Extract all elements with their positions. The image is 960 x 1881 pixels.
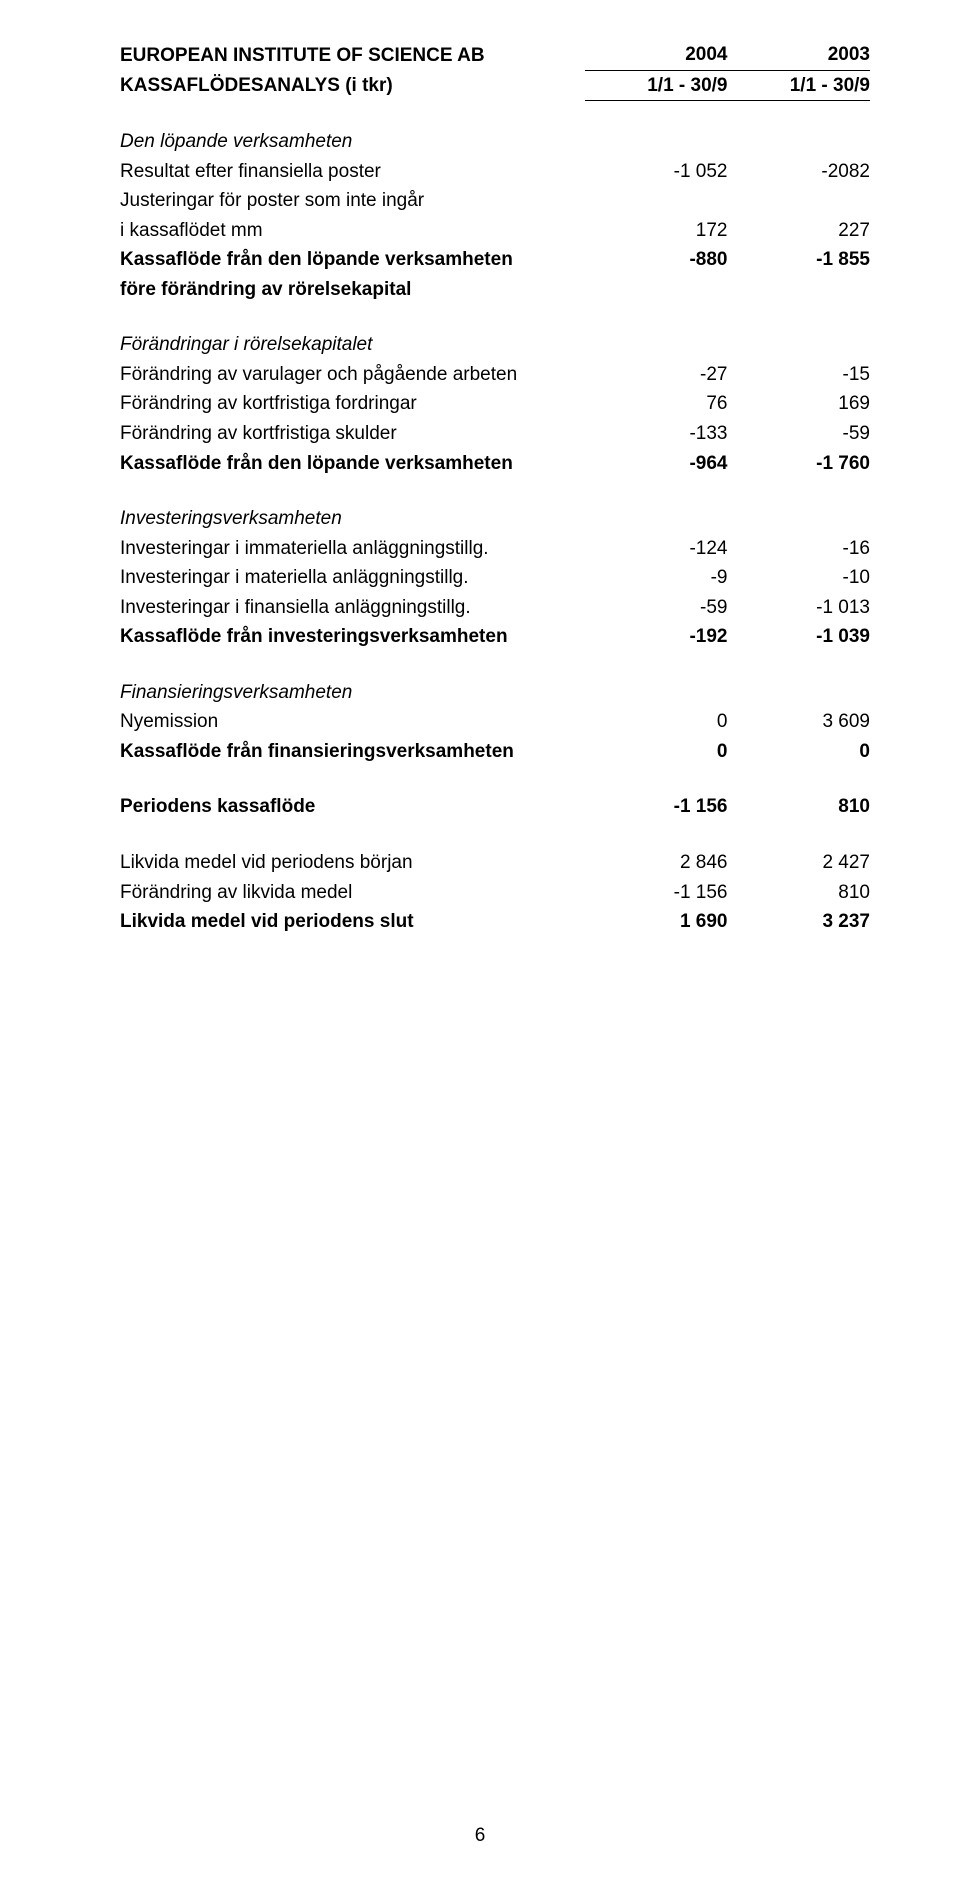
liquid-r2-label: Förändring av likvida medel	[120, 878, 585, 908]
wc-title: Förändringar i rörelsekapitalet	[120, 330, 585, 360]
operating-r1-v1: -1 052	[585, 157, 728, 187]
operating-r3-v2: 227	[728, 216, 871, 246]
page: EUROPEAN INSTITUTE OF SCIENCE AB 2004 20…	[0, 0, 960, 1881]
wc-r4-v2: -1 760	[728, 449, 871, 479]
liquid-r2-v2: 810	[728, 878, 871, 908]
operating-r1-label: Resultat efter finansiella poster	[120, 157, 585, 187]
wc-r2-v2: 169	[728, 389, 871, 419]
invest-r1-label: Investeringar i immateriella anläggnings…	[120, 534, 585, 564]
company-name: EUROPEAN INSTITUTE OF SCIENCE AB	[120, 40, 585, 70]
invest-r1-v2: -16	[728, 534, 871, 564]
wc-row-2: Förändring av kortfristiga fordringar 76…	[120, 389, 870, 419]
operating-r4-label: Kassaflöde från den löpande verksamheten	[120, 245, 585, 275]
operating-r4-v1: -880	[585, 245, 728, 275]
liquid-r2-v1: -1 156	[585, 878, 728, 908]
wc-r4-label: Kassaflöde från den löpande verksamheten	[120, 449, 585, 479]
wc-r3-v1: -133	[585, 419, 728, 449]
wc-r1-label: Förändring av varulager och pågående arb…	[120, 360, 585, 390]
header-year-1: 2004	[585, 40, 728, 70]
section-operating-title: Den löpande verksamheten	[120, 127, 870, 157]
finance-r2-v1: 0	[585, 737, 728, 767]
header-year-2: 2003	[728, 40, 871, 70]
operating-row-5: före förändring av rörelsekapital	[120, 275, 870, 305]
operating-r4-v2: -1 855	[728, 245, 871, 275]
liquid-r3-label: Likvida medel vid periodens slut	[120, 907, 585, 937]
finance-r1-v2: 3 609	[728, 707, 871, 737]
finance-r2-v2: 0	[728, 737, 871, 767]
operating-row-3: i kassaflödet mm 172 227	[120, 216, 870, 246]
operating-row-2: Justeringar för poster som inte ingår	[120, 186, 870, 216]
invest-r4-v1: -192	[585, 622, 728, 652]
invest-r4-v2: -1 039	[728, 622, 871, 652]
invest-r1-v1: -124	[585, 534, 728, 564]
invest-r3-v1: -59	[585, 593, 728, 623]
wc-r3-v2: -59	[728, 419, 871, 449]
finance-r1-label: Nyemission	[120, 707, 585, 737]
header-row-2: KASSAFLÖDESANALYS (i tkr) 1/1 - 30/9 1/1…	[120, 70, 870, 101]
finance-title: Finansieringsverksamheten	[120, 678, 585, 708]
liquid-r3-v1: 1 690	[585, 907, 728, 937]
invest-r2-v1: -9	[585, 563, 728, 593]
operating-row-1: Resultat efter finansiella poster -1 052…	[120, 157, 870, 187]
wc-r2-v1: 76	[585, 389, 728, 419]
operating-r3-label: i kassaflödet mm	[120, 216, 585, 246]
wc-row-4: Kassaflöde från den löpande verksamheten…	[120, 449, 870, 479]
invest-row-2: Investeringar i materiella anläggningsti…	[120, 563, 870, 593]
invest-r3-label: Investeringar i finansiella anläggningst…	[120, 593, 585, 623]
finance-row-2: Kassaflöde från finansieringsverksamhete…	[120, 737, 870, 767]
header-period-1: 1/1 - 30/9	[585, 70, 728, 101]
invest-r2-label: Investeringar i materiella anläggningsti…	[120, 563, 585, 593]
section-invest-title: Investeringsverksamheten	[120, 504, 870, 534]
invest-r3-v2: -1 013	[728, 593, 871, 623]
operating-r2-label: Justeringar för poster som inte ingår	[120, 186, 585, 216]
wc-r2-label: Förändring av kortfristiga fordringar	[120, 389, 585, 419]
finance-row-1: Nyemission 0 3 609	[120, 707, 870, 737]
wc-r3-label: Förändring av kortfristiga skulder	[120, 419, 585, 449]
liquid-r3-v2: 3 237	[728, 907, 871, 937]
wc-r1-v1: -27	[585, 360, 728, 390]
liquid-r1-v2: 2 427	[728, 848, 871, 878]
cashflow-table: EUROPEAN INSTITUTE OF SCIENCE AB 2004 20…	[120, 40, 870, 937]
period-r1-v2: 810	[728, 792, 871, 822]
liquid-r1-v1: 2 846	[585, 848, 728, 878]
invest-row-3: Investeringar i finansiella anläggningst…	[120, 593, 870, 623]
operating-row-4: Kassaflöde från den löpande verksamheten…	[120, 245, 870, 275]
liquid-row-1: Likvida medel vid periodens början 2 846…	[120, 848, 870, 878]
operating-r1-v2: -2082	[728, 157, 871, 187]
period-r1-label: Periodens kassaflöde	[120, 792, 585, 822]
invest-r2-v2: -10	[728, 563, 871, 593]
report-subtitle: KASSAFLÖDESANALYS (i tkr)	[120, 70, 585, 101]
operating-r5-label: före förändring av rörelsekapital	[120, 275, 585, 305]
wc-r4-v1: -964	[585, 449, 728, 479]
period-row-1: Periodens kassaflöde -1 156 810	[120, 792, 870, 822]
header-row-1: EUROPEAN INSTITUTE OF SCIENCE AB 2004 20…	[120, 40, 870, 70]
finance-r2-label: Kassaflöde från finansieringsverksamhete…	[120, 737, 585, 767]
period-r1-v1: -1 156	[585, 792, 728, 822]
wc-r1-v2: -15	[728, 360, 871, 390]
liquid-row-3: Likvida medel vid periodens slut 1 690 3…	[120, 907, 870, 937]
wc-row-3: Förändring av kortfristiga skulder -133 …	[120, 419, 870, 449]
finance-r1-v1: 0	[585, 707, 728, 737]
invest-row-1: Investeringar i immateriella anläggnings…	[120, 534, 870, 564]
header-period-2: 1/1 - 30/9	[728, 70, 871, 101]
operating-r3-v1: 172	[585, 216, 728, 246]
invest-row-4: Kassaflöde från investeringsverksamheten…	[120, 622, 870, 652]
section-wc-title: Förändringar i rörelsekapitalet	[120, 330, 870, 360]
liquid-r1-label: Likvida medel vid periodens början	[120, 848, 585, 878]
wc-row-1: Förändring av varulager och pågående arb…	[120, 360, 870, 390]
page-number: 6	[0, 1825, 960, 1847]
liquid-row-2: Förändring av likvida medel -1 156 810	[120, 878, 870, 908]
invest-r4-label: Kassaflöde från investeringsverksamheten	[120, 622, 585, 652]
invest-title: Investeringsverksamheten	[120, 504, 585, 534]
section-finance-title: Finansieringsverksamheten	[120, 678, 870, 708]
operating-title: Den löpande verksamheten	[120, 127, 585, 157]
